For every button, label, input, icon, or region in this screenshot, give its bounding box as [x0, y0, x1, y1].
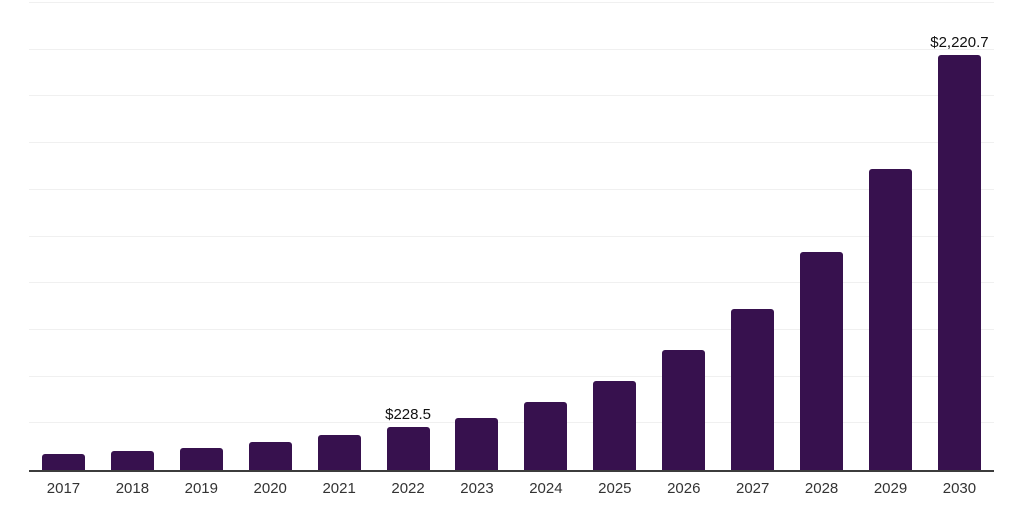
bar-2027 [731, 309, 775, 470]
bar-2017 [41, 453, 85, 470]
bar-slot [718, 3, 787, 470]
x-tick-label: 2027 [735, 480, 770, 497]
bar-value-label: $2,220.7 [930, 34, 989, 52]
x-tick-label: 2029 [873, 480, 908, 497]
bar-slot [443, 3, 512, 470]
gridline [29, 188, 994, 190]
bar-slot [29, 3, 98, 470]
bar-2028 [800, 252, 844, 470]
gridline [29, 375, 994, 377]
bar-slot [98, 3, 167, 470]
bar-slot [580, 3, 649, 470]
bar-slot [305, 3, 374, 470]
bar-2022: $228.5 [385, 407, 431, 470]
x-tick-label: 2025 [598, 480, 632, 497]
plot-area: $228.5 $2,220.7 [29, 2, 994, 472]
x-tick-label: 2018 [115, 480, 150, 497]
x-tick-label: 2024 [529, 480, 563, 497]
x-axis-labels: 2017 2018 2019 2020 2021 2022 2023 2024 2025 2026… [29, 480, 994, 498]
bar-2023 [455, 418, 499, 470]
gridline [29, 48, 994, 50]
bar-slot [649, 3, 718, 470]
x-tick-label: 2019 [184, 480, 218, 497]
x-tick-label: 2022 [391, 480, 425, 497]
bar-slot [236, 3, 305, 470]
bar-value-label: $228.5 [385, 406, 432, 424]
bar-2029 [869, 169, 913, 470]
gridline [29, 282, 994, 284]
gridline [29, 142, 994, 144]
gridline [29, 328, 994, 330]
x-tick-label: 2030 [942, 480, 977, 497]
bar-2021 [317, 435, 361, 470]
bars: $228.5 $2,220.7 [29, 3, 994, 470]
x-tick-label: 2020 [253, 480, 287, 497]
x-tick-label: 2023 [460, 480, 494, 497]
bar-2025 [593, 380, 637, 470]
bar-2020 [248, 442, 292, 470]
x-tick-label: 2028 [804, 480, 839, 497]
bar-2030: $2,220.7 [930, 35, 989, 470]
bar-slot [787, 3, 856, 470]
gridline [29, 235, 994, 237]
gridline [29, 2, 994, 3]
bar-2018 [110, 450, 154, 470]
bar-2024 [524, 402, 568, 470]
bar-slot: $228.5 [374, 3, 443, 470]
x-tick-label: 2017 [46, 480, 81, 497]
bar-slot [167, 3, 236, 470]
gridline [29, 422, 994, 424]
bar-slot: $2,220.7 [925, 3, 994, 470]
bar-slot [856, 3, 925, 470]
x-tick-label: 2026 [667, 480, 701, 497]
gridline [29, 95, 994, 97]
x-tick-label: 2021 [322, 480, 356, 497]
bar-2026 [662, 350, 706, 470]
bar-2019 [179, 447, 223, 470]
bar-slot [511, 3, 580, 470]
